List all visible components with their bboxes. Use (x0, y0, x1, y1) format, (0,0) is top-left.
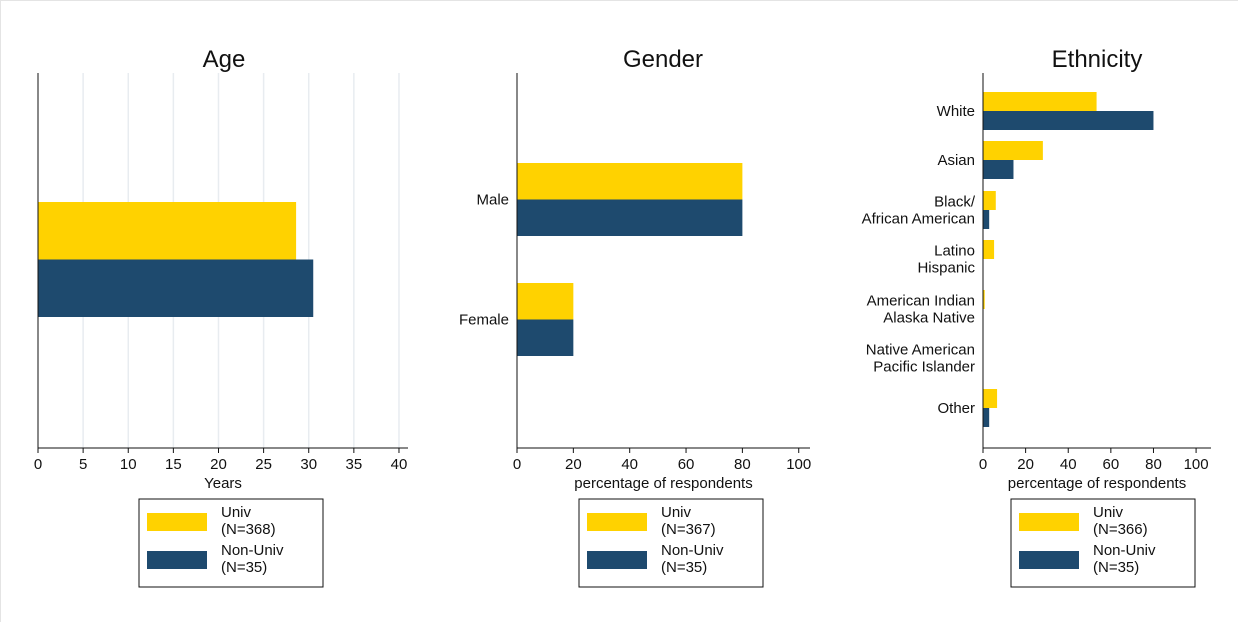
category-label: American Indian Alaska Native (867, 293, 975, 327)
x-axis-label: Years (204, 475, 242, 492)
x-axis-label: percentage of respondents (1008, 475, 1186, 492)
legend-label: Non-Univ (N=35) (221, 542, 284, 576)
bar (517, 163, 743, 200)
category-label: Black/African American (862, 194, 976, 228)
bar (983, 111, 1154, 130)
category-label: Female (459, 312, 509, 329)
legend-label: Non-Univ (N=35) (661, 542, 724, 576)
legend: Univ (N=366) Non-Univ (N=35) (1010, 498, 1196, 588)
x-tick-label: 0 (979, 456, 987, 473)
x-tick-label: 40 (391, 456, 408, 473)
x-tick-label: 20 (210, 456, 227, 473)
bar (517, 319, 574, 356)
bar (983, 210, 990, 229)
legend-swatch (147, 513, 207, 531)
category-label: Other (937, 400, 975, 417)
legend: Univ (N=368) Non-Univ (N=35) (138, 498, 324, 588)
bar (983, 290, 985, 309)
chart-title: Age (203, 46, 246, 73)
x-tick-label: 35 (346, 456, 363, 473)
panel-gender: Gender Male Female 0 20 40 60 80 100 percentage o… (459, 46, 811, 588)
bar (517, 199, 743, 236)
x-tick-label: 25 (255, 456, 272, 473)
legend-swatch (147, 551, 207, 569)
legend-label: Non-Univ (N=35) (1093, 542, 1156, 576)
x-tick-label: 80 (1145, 456, 1162, 473)
x-tick-label: 10 (120, 456, 137, 473)
x-tick-label: 60 (678, 456, 695, 473)
legend: Univ (N=367) Non-Univ (N=35) (578, 498, 764, 588)
bar (983, 191, 996, 210)
panel-age: Age 0 5 10 15 20 25 30 35 40 Years Univ (N=368) Non-U… (34, 46, 408, 588)
legend-swatch (587, 551, 647, 569)
x-tick-label: 60 (1103, 456, 1120, 473)
category-label: Native American Pacific Islander (866, 342, 975, 376)
category-label: Male (476, 192, 509, 209)
bar (983, 389, 998, 408)
chart-title: Ethnicity (1052, 46, 1143, 73)
x-tick-label: 20 (1017, 456, 1034, 473)
x-tick-label: 80 (734, 456, 751, 473)
legend-swatch (587, 513, 647, 531)
x-tick-label: 5 (79, 456, 87, 473)
x-tick-label: 0 (513, 456, 521, 473)
bar (983, 92, 1097, 111)
bar (38, 259, 314, 317)
x-tick-label: 0 (34, 456, 42, 473)
legend-swatch (1019, 513, 1079, 531)
bar (983, 408, 990, 427)
bar (983, 160, 1014, 179)
category-label: White (937, 103, 975, 120)
category-label: Latino Hispanic (917, 243, 975, 277)
category-label: Asian (937, 152, 975, 169)
panel-ethnicity: Ethnicity White Asian Black/African America… (862, 46, 1211, 588)
x-tick-label: 40 (1060, 456, 1077, 473)
x-axis-label: percentage of respondents (574, 475, 752, 492)
legend-label: Univ (N=368) (221, 504, 276, 538)
legend-box (138, 498, 324, 588)
bar (38, 202, 297, 260)
legend-label: Univ (N=366) (1093, 504, 1148, 538)
x-tick-label: 100 (786, 456, 811, 473)
legend-swatch (1019, 551, 1079, 569)
x-tick-label: 40 (621, 456, 638, 473)
legend-label: Univ (N=367) (661, 504, 716, 538)
x-tick-label: 100 (1184, 456, 1209, 473)
chart-title: Gender (623, 46, 703, 73)
x-tick-label: 30 (300, 456, 317, 473)
x-tick-label: 15 (165, 456, 182, 473)
bar (983, 240, 995, 259)
x-tick-label: 20 (565, 456, 582, 473)
bar (983, 141, 1043, 160)
bar (517, 283, 574, 320)
